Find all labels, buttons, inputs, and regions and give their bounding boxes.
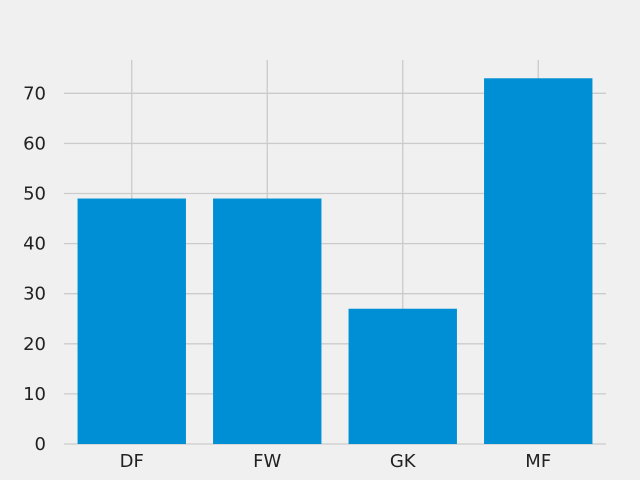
x-tick-label-gk: GK xyxy=(390,451,417,472)
y-tick-label: 70 xyxy=(23,83,46,104)
y-tick-label: 30 xyxy=(23,284,46,305)
bar-mf xyxy=(484,78,593,445)
y-tick-label: 20 xyxy=(23,334,46,355)
y-tick-label: 0 xyxy=(35,434,46,455)
bars xyxy=(77,78,593,445)
bar-gk xyxy=(348,308,457,444)
x-tick-label-df: DF xyxy=(120,451,144,472)
x-tick-label-fw: FW xyxy=(253,451,281,472)
x-tick-label-mf: MF xyxy=(525,451,551,472)
y-tick-label: 40 xyxy=(23,234,46,255)
x-axis-tick-labels: DF FW GK MF xyxy=(120,451,552,472)
bar-df xyxy=(77,198,186,444)
bar-fw xyxy=(213,198,322,444)
y-tick-label: 50 xyxy=(23,184,46,205)
y-tick-label: 60 xyxy=(23,133,46,154)
y-axis-tick-labels: 0 10 20 30 40 50 60 70 xyxy=(23,83,46,455)
y-tick-label: 10 xyxy=(23,384,46,405)
